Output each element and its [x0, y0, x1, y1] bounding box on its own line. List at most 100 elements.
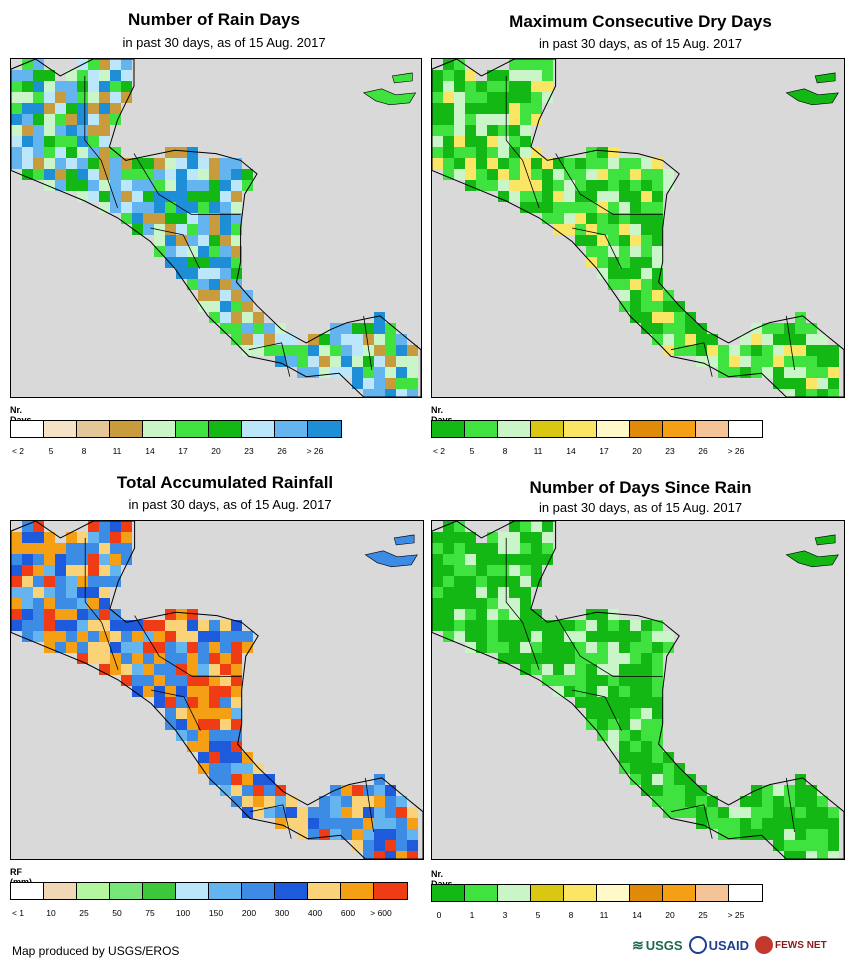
country-border [134, 615, 242, 677]
coastline [432, 521, 844, 859]
legend-label: 100 [175, 908, 191, 918]
legend-swatch [77, 421, 110, 437]
legend-label: 3 [502, 910, 508, 920]
country-border [133, 153, 241, 215]
country-border [505, 75, 540, 208]
country-border [364, 777, 374, 833]
legend-swatch [11, 421, 44, 437]
land-grid [11, 521, 418, 859]
legend-swatch [729, 421, 762, 437]
usaid-logo: USAID [688, 936, 749, 954]
map-max-dry-days [431, 58, 845, 398]
legend-swatch [44, 883, 77, 899]
legend-label: 23 [244, 446, 254, 456]
legend-swatch [308, 421, 341, 437]
fews-net-logo: FEWS NET [755, 936, 827, 954]
legend-swatch [143, 883, 176, 899]
legend-swatch [275, 883, 308, 899]
legend-label: 14 [566, 446, 576, 456]
country-border [151, 689, 201, 731]
legend-swatch [465, 885, 498, 901]
legend-label: 300 [274, 908, 290, 918]
legend-label: 8 [502, 446, 508, 456]
legend-label: > 26 [727, 446, 745, 456]
usgs-logo: ≋ USGS [632, 936, 683, 953]
legend-label: 17 [178, 446, 188, 456]
legend-label: 17 [599, 446, 609, 456]
country-border [248, 342, 291, 377]
legend-label: 50 [112, 908, 122, 918]
country-border [785, 315, 795, 371]
legend-label: 26 [277, 446, 287, 456]
legend-swatch [432, 421, 465, 437]
legend-swatch [597, 885, 630, 901]
legend-swatch [176, 883, 209, 899]
legend-label: 23 [665, 446, 675, 456]
country-border [572, 227, 622, 269]
legend-swatch [564, 421, 597, 437]
country-border [84, 537, 119, 670]
legend-swatch [663, 885, 696, 901]
legend-swatch [11, 883, 44, 899]
panel-subtitle: in past 30 days, as of 15 Aug. 2017 [128, 497, 332, 512]
legend-label: > 25 [727, 910, 745, 920]
legend-label: 20 [211, 446, 221, 456]
country-border [150, 227, 200, 269]
land-grid [432, 59, 839, 397]
legend-label: 25 [698, 910, 708, 920]
land-grid [11, 59, 418, 397]
panel-subtitle: in past 30 days, as of 15 Aug. 2017 [538, 36, 743, 51]
country-border [84, 75, 118, 208]
legend-swatch [242, 883, 275, 899]
island-shape [785, 72, 839, 106]
coastline [11, 59, 421, 397]
legend-label: 20 [632, 446, 642, 456]
legend-swatch [564, 885, 597, 901]
legend-label: 8 [81, 446, 87, 456]
legend-label: 150 [208, 908, 224, 918]
legend-swatch [531, 885, 564, 901]
legend-swatch [696, 885, 729, 901]
legend-bar [10, 882, 408, 900]
country-border [572, 689, 622, 731]
island-shape [362, 72, 417, 106]
legend-swatch [110, 421, 143, 437]
legend-swatch [275, 421, 308, 437]
legend-label: 5 [535, 910, 541, 920]
legend-label: > 600 [370, 908, 392, 918]
legend-label: 14 [145, 446, 155, 456]
legend-swatch [374, 883, 407, 899]
legend-label: > 26 [306, 446, 324, 456]
legend-swatch [432, 885, 465, 901]
fews-net-icon [755, 936, 774, 954]
legend-label: 1 [469, 910, 475, 920]
country-border [249, 804, 292, 839]
legend-swatch [110, 883, 143, 899]
island-shape [785, 534, 839, 568]
legend-label: 75 [145, 908, 155, 918]
island-shape [364, 534, 418, 568]
panel-title: Total Accumulated Rainfall [116, 473, 334, 492]
legend-label: 200 [241, 908, 257, 918]
panel-subtitle: in past 30 days, as of 15 Aug. 2017 [538, 500, 743, 515]
legend-label: < 2 [432, 446, 446, 456]
country-border [785, 777, 795, 833]
legend-label: 8 [568, 910, 574, 920]
panel-title: Number of Days Since Rain [529, 478, 752, 497]
country-border [505, 537, 540, 670]
legend-swatch [531, 421, 564, 437]
land-grid [432, 521, 839, 859]
legend-label: 25 [79, 908, 89, 918]
legend-swatch [308, 883, 341, 899]
legend-bar [431, 420, 763, 438]
legend-label: 0 [436, 910, 442, 920]
panel-title: Maximum Consecutive Dry Days [509, 12, 772, 31]
legend-label: 20 [665, 910, 675, 920]
legend-label: 11 [599, 910, 609, 920]
legend-swatch [696, 421, 729, 437]
legend-label: < 2 [11, 446, 25, 456]
panel-subtitle: in past 30 days, as of 15 Aug. 2017 [122, 35, 326, 50]
legend-swatch [498, 421, 531, 437]
legend-label: 10 [46, 908, 56, 918]
legend-label: < 1 [11, 908, 25, 918]
